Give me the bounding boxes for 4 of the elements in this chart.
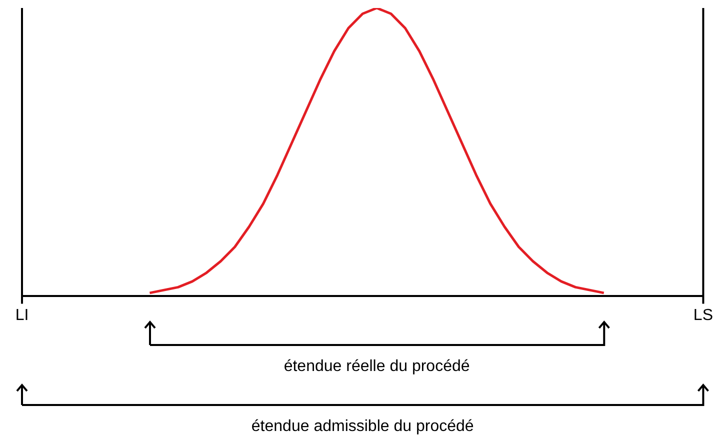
text: étendue admissible du procédé: [251, 418, 474, 436]
x-tick-label: LI: [15, 306, 29, 324]
x-tick-label: LS: [693, 306, 714, 324]
text: étendue réelle du procédé: [284, 358, 470, 376]
